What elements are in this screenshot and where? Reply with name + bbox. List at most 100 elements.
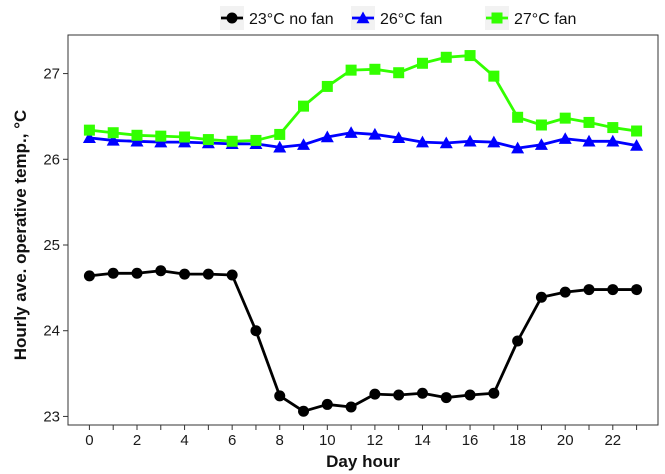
data-point: [582, 134, 596, 147]
data-point: [344, 126, 358, 138]
data-point: [83, 270, 95, 282]
legend: 23°C no fan 26°C fan 27°C fan: [220, 6, 576, 30]
data-point: [393, 67, 405, 79]
data-point: [559, 286, 571, 298]
data-point: [298, 405, 310, 417]
x-tick-label: 4: [180, 432, 188, 449]
data-point: [250, 134, 262, 146]
data-point: [106, 133, 120, 146]
y-axis-title: Hourly ave. operative temp., °C: [11, 110, 30, 361]
data-point: [273, 140, 287, 153]
data-point: [202, 134, 214, 146]
data-point: [345, 401, 357, 413]
data-point: [179, 131, 191, 143]
x-tick-label: 22: [604, 432, 621, 449]
data-point: [107, 127, 119, 139]
data-point: [298, 100, 310, 112]
data-point: [155, 130, 167, 142]
data-point: [631, 284, 643, 296]
legend-label: 23°C no fan: [249, 11, 334, 28]
data-point: [369, 388, 381, 400]
data-point: [439, 136, 453, 149]
x-tick-label: 8: [276, 432, 284, 449]
x-tick-label: 20: [557, 432, 574, 449]
x-tick-label: 12: [367, 432, 384, 449]
y-tick-label: 26: [43, 151, 60, 168]
x-tick-label: 6: [228, 432, 236, 449]
series-circle: [83, 265, 643, 417]
data-point: [583, 284, 595, 296]
data-point: [416, 57, 428, 69]
data-point: [250, 325, 262, 337]
plot-panel: [67, 34, 659, 426]
data-point: [131, 129, 143, 141]
legend-label: 27°C fan: [514, 11, 576, 28]
x-tick-label: 14: [414, 432, 431, 449]
data-point: [512, 111, 524, 123]
data-point: [558, 132, 572, 144]
series-line: [89, 131, 637, 150]
legend-key-marker: [226, 12, 238, 24]
x-tick-label: 10: [319, 432, 336, 449]
y-tick-label: 25: [43, 237, 60, 254]
data-point: [226, 135, 238, 147]
data-point: [345, 64, 357, 76]
y-tick-label: 24: [43, 323, 60, 340]
data-point: [535, 291, 547, 303]
data-point: [369, 63, 381, 75]
data-point: [488, 387, 500, 399]
y-tick-label: 27: [43, 66, 60, 83]
series-line: [89, 269, 637, 413]
data-point: [440, 51, 452, 63]
data-point: [464, 389, 476, 401]
data-point: [535, 119, 547, 131]
data-point: [321, 80, 333, 92]
x-tick-label: 2: [133, 432, 141, 449]
series-line: [89, 54, 637, 143]
series-triangle: [82, 126, 644, 154]
data-point: [83, 124, 95, 136]
data-point: [534, 138, 548, 150]
data-point: [202, 268, 214, 280]
data-point: [368, 127, 382, 140]
legend-item: 23°C no fan: [220, 6, 334, 30]
x-tick-label: 18: [509, 432, 526, 449]
data-point: [321, 398, 333, 410]
legend-key-marker: [491, 12, 503, 24]
data-point: [274, 390, 286, 402]
x-axis-title: Day hour: [326, 452, 400, 471]
legend-key-marker: [356, 11, 370, 24]
data-point: [131, 267, 143, 279]
data-point: [107, 267, 119, 279]
data-point: [155, 265, 167, 277]
data-point: [607, 122, 619, 134]
data-point: [297, 138, 311, 150]
data-point: [274, 128, 286, 140]
data-point: [392, 131, 406, 144]
data-point: [488, 70, 500, 82]
legend-item: 26°C fan: [351, 6, 442, 30]
data-point: [559, 112, 571, 124]
data-point: [226, 269, 238, 281]
legend-item: 27°C fan: [485, 6, 576, 30]
data-point: [631, 125, 643, 137]
legend-label: 26°C fan: [380, 11, 442, 28]
data-point: [179, 268, 191, 280]
data-point: [512, 335, 524, 347]
data-point: [440, 392, 452, 404]
y-tick-label: 23: [43, 408, 60, 425]
data-point: [320, 130, 334, 143]
data-point: [511, 141, 525, 154]
data-point: [416, 387, 428, 399]
series-square: [83, 50, 643, 147]
x-tick-label: 0: [85, 432, 93, 449]
data-point: [606, 134, 620, 147]
data-point: [630, 139, 644, 151]
data-point: [463, 134, 477, 147]
data-point: [464, 50, 476, 62]
data-point: [82, 131, 96, 144]
x-tick-label: 16: [462, 432, 479, 449]
data-point: [487, 135, 501, 148]
